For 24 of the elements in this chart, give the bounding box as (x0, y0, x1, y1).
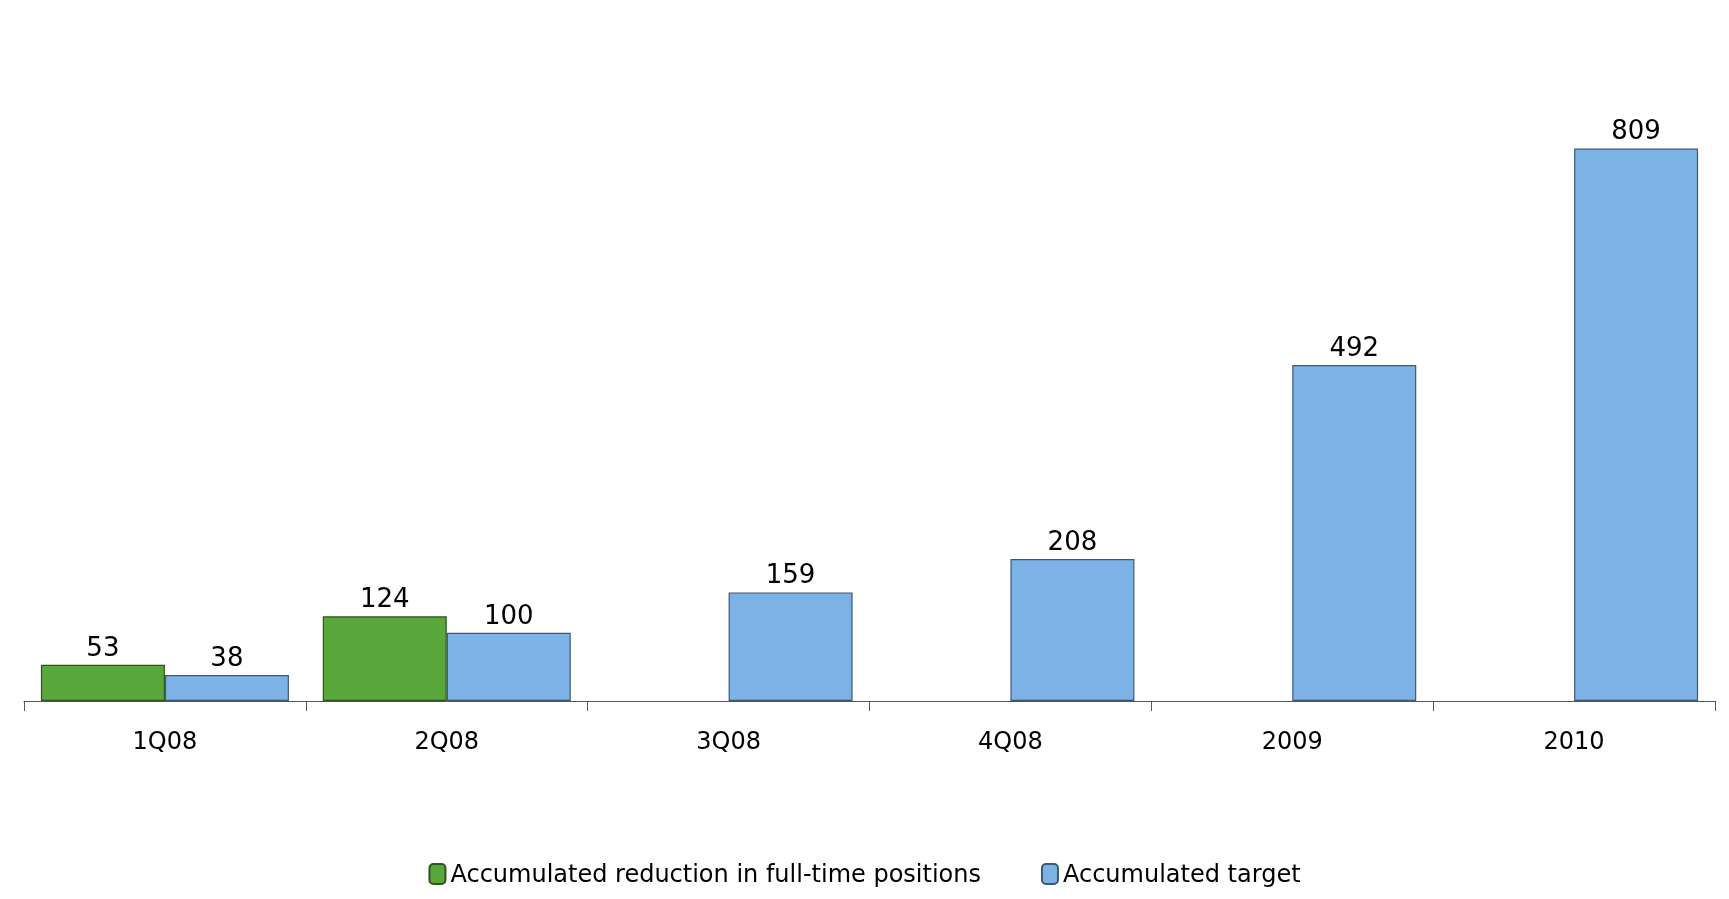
bar (40, 664, 165, 701)
legend-label: Accumulated target (1062, 860, 1301, 888)
legend-label: Accumulated reduction in full-time positions (450, 860, 981, 888)
bar (728, 592, 853, 701)
x-tick-label: 2010 (1543, 727, 1605, 755)
bar (1010, 558, 1135, 701)
x-tick-label: 1Q08 (132, 727, 198, 755)
x-tick-label: 2Q08 (414, 727, 480, 755)
data-label: 159 (765, 559, 816, 590)
x-tick-label: 2009 (1261, 727, 1323, 755)
bar (1292, 364, 1417, 701)
bar (446, 632, 571, 701)
data-label: 38 (210, 642, 244, 673)
data-label: 124 (359, 583, 410, 614)
data-label: 492 (1329, 331, 1380, 362)
x-tick-label: 3Q08 (696, 727, 761, 755)
bar (322, 616, 447, 701)
data-label: 53 (86, 631, 120, 662)
x-tick-label: 4Q08 (978, 727, 1043, 755)
data-label: 100 (483, 599, 534, 630)
data-label: 809 (1611, 115, 1661, 146)
data-label: 208 (1047, 525, 1098, 556)
bar (164, 675, 289, 701)
bar (1574, 148, 1699, 701)
